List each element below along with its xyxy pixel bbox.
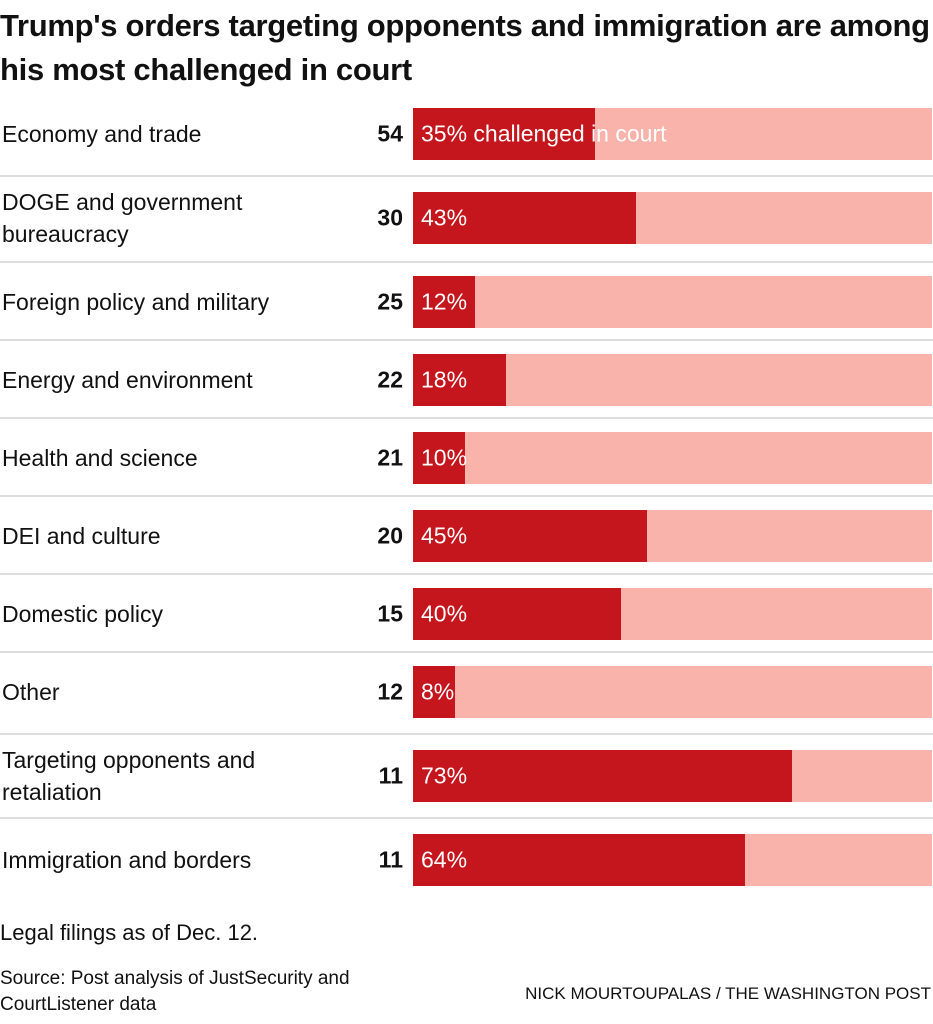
value-label: 45% bbox=[421, 522, 468, 549]
chart-note: Legal filings as of Dec. 12. bbox=[0, 920, 259, 945]
category-label: Other bbox=[2, 679, 60, 705]
bar-challenged bbox=[413, 588, 621, 640]
category-label: Foreign policy and military bbox=[2, 289, 270, 315]
bar-remainder bbox=[413, 276, 932, 328]
category-label: Immigration and borders bbox=[2, 847, 252, 873]
order-count: 30 bbox=[377, 204, 403, 231]
bar-challenged bbox=[413, 108, 595, 160]
order-count: 12 bbox=[377, 678, 403, 705]
order-count: 15 bbox=[377, 600, 403, 627]
row-divider bbox=[0, 817, 933, 819]
chart-title: Trump's orders targeting opponents and i… bbox=[0, 8, 930, 87]
bar-challenged bbox=[413, 192, 637, 244]
value-label: 73% bbox=[421, 762, 468, 789]
value-label: 18% bbox=[421, 366, 468, 393]
value-label: 10% bbox=[421, 444, 468, 471]
value-label: 8% bbox=[421, 678, 455, 705]
bar-challenged bbox=[413, 510, 647, 562]
row-divider bbox=[0, 417, 933, 419]
bar-challenged bbox=[413, 354, 507, 406]
bar-challenged bbox=[413, 276, 476, 328]
row-divider bbox=[0, 339, 933, 341]
row-divider bbox=[0, 651, 933, 653]
order-count: 11 bbox=[378, 846, 403, 873]
order-count: 25 bbox=[377, 288, 403, 315]
row-divider bbox=[0, 261, 933, 263]
order-count: 22 bbox=[377, 366, 403, 393]
row-divider bbox=[0, 175, 933, 177]
row-divider bbox=[0, 733, 933, 735]
category-label: DOGE and government bureaucracy bbox=[2, 189, 243, 247]
value-label: 64% bbox=[421, 846, 468, 873]
order-count: 54 bbox=[377, 120, 403, 147]
category-label: Targeting opponents and retaliation bbox=[2, 747, 256, 805]
category-label: DEI and culture bbox=[2, 523, 161, 549]
credit-line: NICK MOURTOUPALAS / THE WASHINGTON POST bbox=[525, 984, 931, 1003]
source-note: Source: Post analysis of JustSecurity an… bbox=[0, 968, 350, 1015]
bar-challenged bbox=[413, 834, 746, 886]
category-label: Domestic policy bbox=[2, 601, 164, 627]
bar-remainder bbox=[413, 666, 932, 718]
bar-challenged bbox=[413, 750, 792, 802]
bar-challenged bbox=[413, 666, 455, 718]
order-count: 20 bbox=[377, 522, 403, 549]
value-label: 35% challenged in court bbox=[421, 120, 667, 147]
order-count: 11 bbox=[378, 762, 403, 789]
category-label: Energy and environment bbox=[2, 367, 253, 393]
row-divider bbox=[0, 573, 933, 575]
value-label: 43% bbox=[421, 204, 468, 231]
row-divider bbox=[0, 495, 933, 497]
category-label: Health and science bbox=[2, 445, 198, 471]
order-count: 21 bbox=[377, 444, 403, 471]
bar-remainder bbox=[413, 432, 932, 484]
bar-challenged bbox=[413, 432, 465, 484]
value-label: 40% bbox=[421, 600, 468, 627]
category-label: Economy and trade bbox=[2, 121, 202, 147]
value-label: 12% bbox=[421, 288, 468, 315]
